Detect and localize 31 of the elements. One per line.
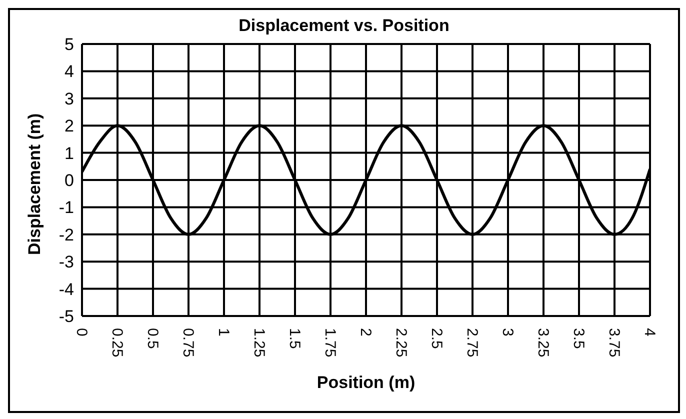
- x-tick-label: 2: [357, 328, 374, 336]
- x-tick-label: 2.25: [392, 328, 410, 358]
- y-tick-label: 1: [64, 144, 74, 163]
- y-tick-label: -5: [58, 307, 74, 326]
- x-tick-label: 0: [73, 328, 90, 336]
- x-tick-label: 0.5: [144, 328, 161, 349]
- x-axis-title: Position (m): [316, 373, 416, 392]
- x-tick-label: 0.75: [180, 328, 196, 358]
- x-tick-label: 3: [499, 328, 516, 336]
- x-tick-label: 3.25: [534, 328, 552, 358]
- x-tick-label: 1: [215, 328, 232, 336]
- x-tick-label: 1.25: [250, 328, 268, 358]
- y-tick-label: 2: [64, 116, 74, 136]
- x-tick-label: 0.25: [108, 328, 126, 358]
- y-tick-label: -2: [58, 225, 74, 244]
- y-tick-label: 4: [64, 62, 74, 82]
- x-tick-label: 2.75: [464, 328, 480, 358]
- y-axis-title: Displacement (m): [25, 113, 44, 255]
- y-tick-label: 5: [64, 35, 74, 54]
- y-tick-label: 0: [64, 171, 74, 190]
- x-tick-label: 4: [641, 328, 658, 336]
- x-tick-label: 2.5: [428, 328, 445, 349]
- x-tick-label: 1.75: [322, 328, 338, 358]
- y-tick-label: -1: [58, 198, 74, 218]
- chart-title: Displacement vs. Position: [238, 16, 450, 36]
- x-tick-label: 3.75: [606, 328, 622, 358]
- y-tick-label: 3: [64, 89, 74, 108]
- y-tick-label: -3: [58, 252, 74, 272]
- x-tick-label: 3.5: [570, 328, 587, 349]
- x-tick-label: 1.5: [286, 328, 303, 349]
- y-tick-label: -4: [58, 280, 74, 299]
